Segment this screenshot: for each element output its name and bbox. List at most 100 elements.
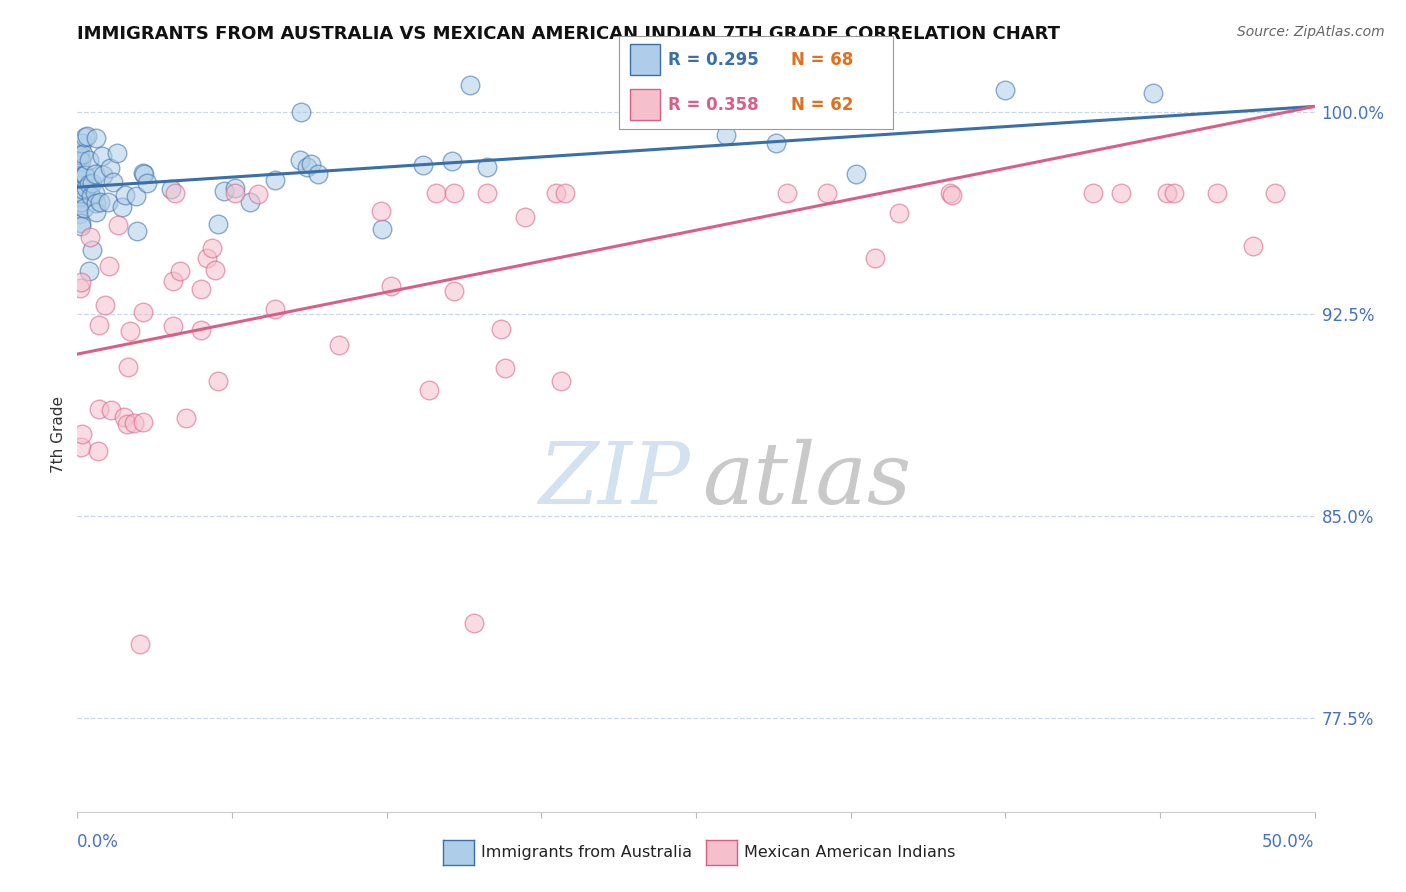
Point bbox=[69, 275, 91, 289]
Point bbox=[87, 318, 110, 332]
Point bbox=[75, 180, 97, 194]
Text: Immigrants from Australia: Immigrants from Australia bbox=[481, 846, 692, 860]
Point bbox=[73, 168, 96, 182]
Point bbox=[307, 167, 329, 181]
Point bbox=[190, 282, 212, 296]
Point bbox=[845, 167, 868, 181]
Point bbox=[174, 410, 197, 425]
Point bbox=[162, 275, 184, 289]
Point bbox=[122, 417, 145, 431]
Point bbox=[73, 130, 96, 145]
Point bbox=[135, 176, 157, 190]
Point bbox=[90, 149, 112, 163]
Point bbox=[163, 186, 186, 200]
Point bbox=[93, 168, 115, 182]
Point bbox=[67, 150, 90, 164]
Point bbox=[77, 264, 100, 278]
Point bbox=[290, 104, 312, 119]
Point bbox=[443, 284, 465, 298]
Point bbox=[212, 184, 235, 198]
Point bbox=[865, 251, 887, 265]
Point bbox=[69, 169, 91, 184]
Point bbox=[263, 302, 285, 317]
Text: N = 62: N = 62 bbox=[792, 95, 853, 113]
Point bbox=[84, 131, 107, 145]
Point bbox=[70, 153, 93, 168]
Point bbox=[132, 305, 155, 319]
Point bbox=[765, 136, 787, 150]
Point bbox=[1264, 186, 1286, 200]
Point bbox=[491, 322, 513, 336]
Point bbox=[246, 187, 269, 202]
Point bbox=[1206, 186, 1229, 200]
Point bbox=[425, 186, 447, 200]
Text: 0.0%: 0.0% bbox=[77, 833, 120, 851]
Text: ZIP: ZIP bbox=[538, 439, 690, 522]
Point bbox=[101, 175, 124, 189]
Point bbox=[70, 182, 93, 196]
Point bbox=[70, 216, 93, 230]
Point bbox=[98, 161, 121, 176]
Point bbox=[129, 637, 152, 651]
Point bbox=[412, 159, 434, 173]
Point bbox=[328, 338, 350, 352]
Point bbox=[84, 186, 107, 201]
Point bbox=[1163, 186, 1185, 200]
Point bbox=[889, 205, 911, 219]
FancyBboxPatch shape bbox=[630, 89, 659, 120]
Point bbox=[380, 278, 402, 293]
Point bbox=[73, 201, 96, 215]
Point bbox=[554, 186, 576, 200]
Point bbox=[939, 186, 962, 200]
Point bbox=[371, 222, 394, 236]
Point bbox=[994, 83, 1017, 97]
Point bbox=[1111, 186, 1133, 200]
Point bbox=[201, 241, 224, 255]
Point bbox=[550, 374, 572, 388]
Point bbox=[125, 223, 148, 237]
Point bbox=[815, 186, 838, 200]
Point bbox=[443, 186, 465, 200]
Point bbox=[494, 361, 516, 376]
Point bbox=[93, 298, 115, 312]
Point bbox=[513, 210, 536, 224]
Point bbox=[112, 410, 135, 425]
Point bbox=[89, 194, 111, 209]
Point bbox=[111, 200, 134, 214]
Point bbox=[79, 230, 101, 244]
Point bbox=[115, 417, 138, 431]
Point bbox=[70, 219, 93, 233]
Point bbox=[1156, 186, 1178, 200]
Point bbox=[207, 217, 229, 231]
Point bbox=[239, 194, 262, 209]
Point bbox=[70, 440, 93, 454]
Point bbox=[162, 319, 184, 334]
Point bbox=[97, 259, 120, 273]
Point bbox=[463, 615, 485, 630]
Point bbox=[1081, 186, 1104, 200]
Point bbox=[190, 323, 212, 337]
Point bbox=[84, 195, 107, 210]
Point bbox=[224, 186, 246, 200]
Point bbox=[114, 187, 136, 202]
Point bbox=[84, 205, 107, 219]
Point bbox=[67, 146, 90, 161]
Point bbox=[475, 160, 498, 174]
Point bbox=[716, 128, 738, 142]
Point bbox=[263, 172, 285, 186]
Text: Mexican American Indians: Mexican American Indians bbox=[744, 846, 955, 860]
Point bbox=[69, 186, 91, 200]
Point bbox=[1142, 86, 1164, 100]
Point bbox=[941, 187, 963, 202]
Point bbox=[67, 190, 90, 204]
Point bbox=[160, 181, 183, 195]
Point bbox=[69, 148, 91, 162]
Point bbox=[132, 166, 155, 180]
Y-axis label: 7th Grade: 7th Grade bbox=[51, 396, 66, 474]
Point bbox=[70, 426, 93, 441]
Point bbox=[79, 177, 101, 191]
Text: atlas: atlas bbox=[702, 439, 911, 522]
Point bbox=[70, 136, 93, 150]
Point bbox=[69, 281, 91, 295]
Point bbox=[475, 186, 498, 200]
